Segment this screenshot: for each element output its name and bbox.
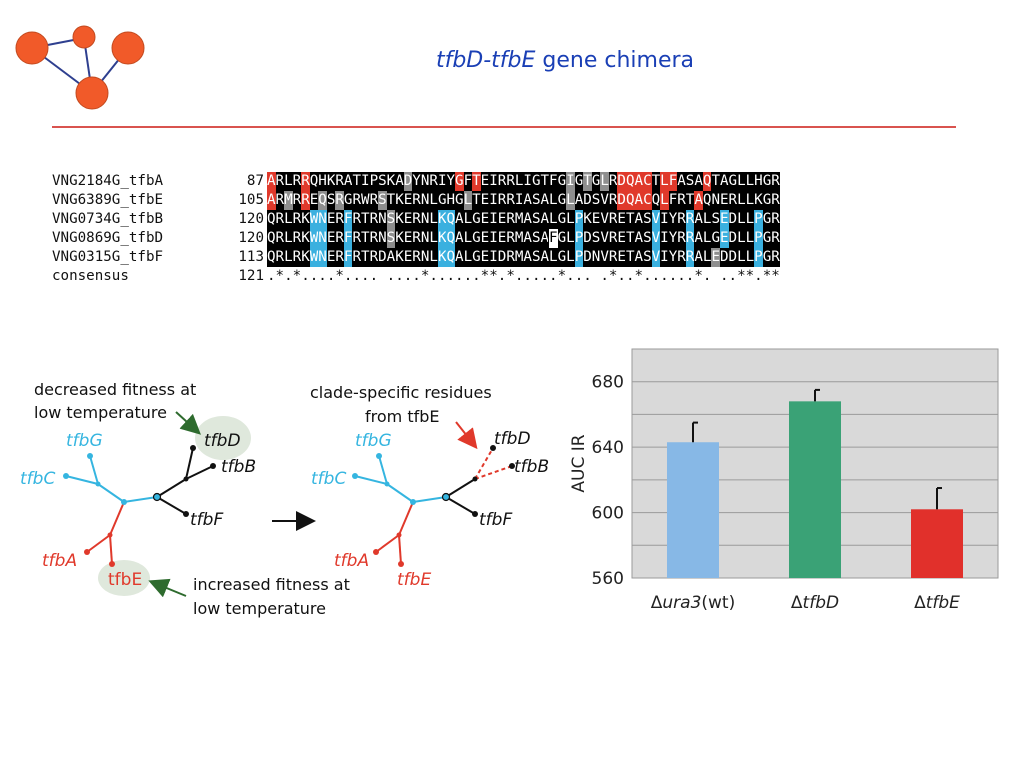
tfbE-highlight	[98, 560, 150, 596]
left-leaf-tfbC: tfbC	[20, 469, 55, 489]
slide-title: tfbD-tfbE gene chimera	[435, 48, 695, 73]
sequence-name: consensus	[52, 268, 129, 284]
alignment-row: VNG0734G_tfbB 120 Q R L R K W N E R F R T R N S K E R N L K Q A L…	[52, 210, 780, 229]
alignment-row: VNG6389G_tfbE 105 A R M R R E Q S R G R W R S T K E R N L G H G L…	[52, 191, 780, 210]
annotation-bottom-line1: increased fitness at	[193, 575, 350, 594]
annotation-bottom-line2: low temperature	[193, 599, 326, 618]
right-leaf-tfbF: tfbF	[479, 510, 512, 530]
sequence-name: VNG0315G_tfbF	[52, 249, 164, 265]
sequence-start: 113	[238, 249, 264, 265]
alignment-row: VNG0869G_tfbD 120 Q R L R K W N E R F R T R N S K E R N L K Q A L…	[52, 228, 780, 249]
sequence-start: 87	[246, 173, 264, 189]
annotation-top-line1: decreased fitness at	[34, 380, 196, 399]
green-arrow-top	[175, 411, 201, 435]
y-tick-label: 640	[592, 438, 624, 458]
network-logo-icon	[15, 25, 145, 110]
left-leaf-tfbB: tfbB	[221, 457, 256, 477]
sequence-start: 120	[238, 211, 264, 227]
right-leaf-tfbB: tfbB	[514, 457, 549, 477]
phylogeny-diagram: tfbG tfbC tfbA tfbD tfbB tfbF tfbE decre…	[20, 380, 549, 618]
bar-1	[667, 442, 719, 578]
right-leaf-tfbA: tfbA	[334, 551, 369, 571]
right-leaf-tfbE: tfbE	[397, 570, 431, 590]
sequence-name: VNG0869G_tfbD	[52, 230, 164, 246]
tfbD-highlight	[195, 416, 251, 460]
sequence-start: 105	[238, 192, 264, 208]
y-tick-label: 600	[592, 504, 624, 524]
sequence-name: VNG2184G_tfbA	[52, 173, 164, 189]
bar-3	[911, 509, 963, 578]
sequence-start: 121	[238, 268, 264, 284]
y-tick-label: 560	[592, 569, 624, 589]
annotation-mid-line1: clade-specific residues	[310, 383, 492, 402]
red-arrow	[455, 421, 478, 450]
alignment-row: VNG2184G_tfbA 87 A R L R R Q H K R A T I P S K A D Y N R I Y G F T…	[52, 172, 780, 191]
right-leaf-tfbC: tfbC	[311, 469, 346, 489]
x-tick-label: ΔtfbD	[791, 593, 839, 613]
sequence-name: VNG0734G_tfbB	[52, 211, 164, 227]
sequence-alignment: VNG2184G_tfbA 87 A R L R R Q H K R A T I P S K A D Y N R I Y G F T…	[52, 172, 780, 286]
left-leaf-tfbE: tfbE	[108, 570, 142, 590]
alignment-row: VNG0315G_tfbF 113 Q R L R K W N E R F R T R D A K E R N L K Q A L…	[52, 248, 780, 267]
green-arrow-bottom	[148, 578, 187, 598]
x-tick-label: ΔtfbE	[914, 593, 960, 613]
left-leaf-tfbA: tfbA	[42, 551, 77, 571]
sequence-start: 120	[238, 230, 264, 246]
x-tick-label: Δura3(wt)	[651, 593, 735, 613]
sequence-residues: . *. *.... *.... .... *...... * *. *..... *... .…	[267, 268, 780, 284]
sequence-name: VNG6389G_tfbE	[52, 192, 164, 208]
right-leaf-tfbG: tfbG	[355, 431, 392, 451]
y-axis-label: AUC IR	[569, 434, 589, 492]
left-leaf-tfbG: tfbG	[66, 431, 103, 451]
consensus-row: consensus 121. *. *.... *.... .... *...... * *.…	[52, 267, 780, 286]
left-leaf-tfbD: tfbD	[204, 431, 241, 451]
y-tick-label: 680	[592, 373, 624, 393]
annotation-mid-line2: from tfbE	[365, 407, 440, 426]
title-divider	[52, 126, 956, 128]
right-leaf-tfbD: tfbD	[494, 429, 531, 449]
auc-bar-chart: 560 600 640 680 AUC IR Δura3(wt) ΔtfbD ΔtfbE	[569, 348, 999, 613]
bar-2	[789, 401, 841, 578]
left-leaf-tfbF: tfbF	[190, 510, 223, 530]
annotation-top-line2: low temperature	[34, 403, 167, 422]
